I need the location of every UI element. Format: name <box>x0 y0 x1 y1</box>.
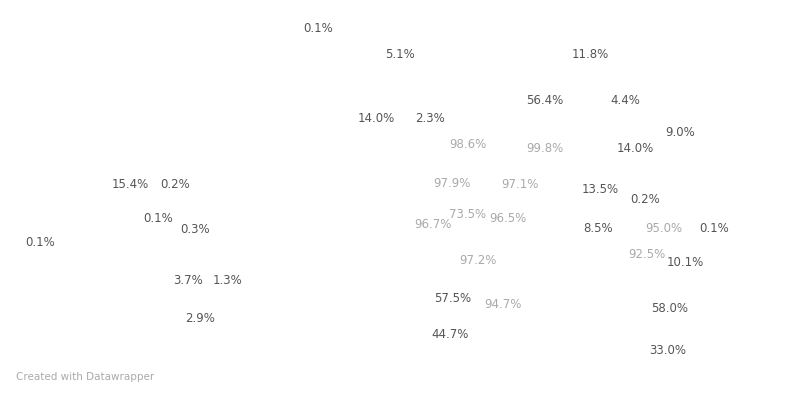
Text: 0.1%: 0.1% <box>699 222 729 234</box>
Text: 9.0%: 9.0% <box>665 127 695 140</box>
Text: 1.3%: 1.3% <box>213 273 243 287</box>
Text: 58.0%: 58.0% <box>651 302 689 314</box>
Text: 33.0%: 33.0% <box>650 343 686 357</box>
Text: 4.4%: 4.4% <box>610 94 640 107</box>
Text: 73.5%: 73.5% <box>450 209 486 222</box>
Text: 5.1%: 5.1% <box>385 49 415 62</box>
Text: 0.1%: 0.1% <box>143 211 173 224</box>
Text: 97.2%: 97.2% <box>459 254 497 267</box>
Text: 44.7%: 44.7% <box>431 328 469 341</box>
Text: 13.5%: 13.5% <box>582 183 618 197</box>
Text: 0.2%: 0.2% <box>630 193 660 207</box>
Text: 94.7%: 94.7% <box>484 298 522 312</box>
Text: Created with Datawrapper: Created with Datawrapper <box>16 372 154 382</box>
Text: 95.0%: 95.0% <box>646 222 682 234</box>
Text: 56.4%: 56.4% <box>526 94 564 107</box>
Text: 2.9%: 2.9% <box>185 312 215 324</box>
Text: 98.6%: 98.6% <box>450 139 486 152</box>
Text: 97.1%: 97.1% <box>502 178 538 191</box>
Text: 0.2%: 0.2% <box>160 178 190 191</box>
Text: 99.8%: 99.8% <box>526 142 564 154</box>
Text: 2.3%: 2.3% <box>415 111 445 125</box>
Text: 10.1%: 10.1% <box>666 256 704 269</box>
Text: 80.5%: 80.5% <box>130 127 166 140</box>
Text: 14.0%: 14.0% <box>616 142 654 154</box>
Text: 15.4%: 15.4% <box>111 178 149 191</box>
Text: 92.5%: 92.5% <box>628 248 666 261</box>
Text: 3.7%: 3.7% <box>173 273 203 287</box>
Text: 11.8%: 11.8% <box>571 49 609 62</box>
Text: 57.5%: 57.5% <box>434 291 471 304</box>
Text: 97.9%: 97.9% <box>434 176 470 189</box>
Text: 0.1%: 0.1% <box>303 21 333 35</box>
Text: 96.5%: 96.5% <box>490 211 526 224</box>
Text: 8.5%: 8.5% <box>583 222 613 234</box>
Text: 0.3%: 0.3% <box>180 224 210 236</box>
Text: 0.1%: 0.1% <box>25 236 55 250</box>
Text: 31.9%: 31.9% <box>136 68 174 82</box>
Text: 14.0%: 14.0% <box>358 111 394 125</box>
Text: 96.7%: 96.7% <box>414 219 452 232</box>
